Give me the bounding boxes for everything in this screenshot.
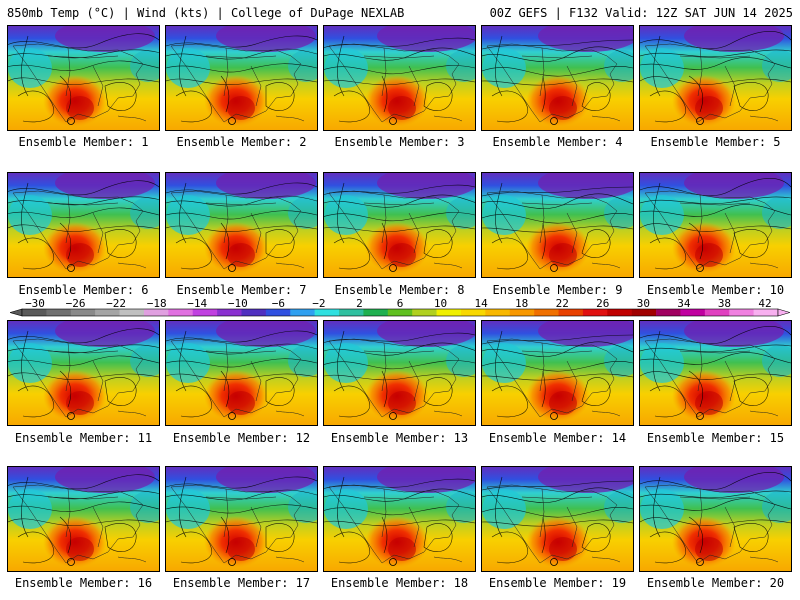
temperature-colorbar: −30 −26 −22 −18 −14 −10 −6 −2 2 6 10 14 18 22 26 30 34 38… xyxy=(10,298,790,317)
colorbar-swatch xyxy=(143,309,169,316)
colorbar-tick-label: −26 xyxy=(66,298,86,310)
colorbar-tick-label: −18 xyxy=(147,298,167,310)
ensemble-member-label: Ensemble Member: 16 xyxy=(14,576,153,590)
ensemble-member-label: Ensemble Member: 14 xyxy=(488,431,627,445)
ensemble-map-16 xyxy=(7,466,160,572)
ensemble-member-label: Ensemble Member: 15 xyxy=(646,431,785,445)
ensemble-map-10 xyxy=(639,172,792,278)
colorbar-swatch xyxy=(631,309,657,316)
colorbar-swatch xyxy=(534,309,559,316)
colorbar-swatch xyxy=(436,309,462,316)
colorbar-swatch xyxy=(22,309,47,316)
ensemble-member-label: Ensemble Member: 6 xyxy=(18,283,149,297)
colorbar-swatch xyxy=(607,309,632,316)
ensemble-member-label: Ensemble Member: 19 xyxy=(488,576,627,590)
ensemble-member-label: Ensemble Member: 18 xyxy=(330,576,469,590)
colorbar-swatch xyxy=(217,309,242,316)
ensemble-member-label: Ensemble Member: 17 xyxy=(172,576,311,590)
colorbar-swatch xyxy=(363,309,389,316)
colorbar-swatch xyxy=(168,309,194,316)
colorbar-swatch xyxy=(704,309,730,316)
ensemble-map-6 xyxy=(7,172,160,278)
ensemble-map-13 xyxy=(323,320,476,426)
ensemble-member-label: Ensemble Member: 2 xyxy=(176,135,307,149)
colorbar-swatch xyxy=(339,309,364,316)
ensemble-map-8 xyxy=(323,172,476,278)
colorbar-swatch xyxy=(290,309,315,316)
header-title: 850mb Temp (°C) | Wind (kts) | College o… xyxy=(7,6,405,20)
colorbar-swatch xyxy=(265,309,291,316)
header-valid-time: 00Z GEFS | F132 Valid: 12Z SAT JUN 14 20… xyxy=(489,6,793,20)
colorbar-swatch xyxy=(558,309,584,316)
colorbar-swatch xyxy=(680,309,706,316)
ensemble-map-5 xyxy=(639,25,792,131)
ensemble-map-19 xyxy=(481,466,634,572)
colorbar-tick-label: 6 xyxy=(397,298,404,310)
colorbar-tick-label: 34 xyxy=(677,298,691,310)
colorbar-swatch xyxy=(192,309,218,316)
colorbar-swatch xyxy=(753,309,779,316)
colorbar-tick-label: 22 xyxy=(556,298,569,310)
ensemble-member-label: Ensemble Member: 7 xyxy=(176,283,307,297)
colorbar-swatch xyxy=(95,309,120,316)
ensemble-map-15 xyxy=(639,320,792,426)
colorbar-swatch xyxy=(729,309,754,316)
colorbar-tick-label: 14 xyxy=(474,298,488,310)
ensemble-map-3 xyxy=(323,25,476,131)
ensemble-map-7 xyxy=(165,172,318,278)
ensemble-map-20 xyxy=(639,466,792,572)
colorbar-tick-label: −6 xyxy=(272,298,285,310)
ensemble-map-4 xyxy=(481,25,634,131)
colorbar-swatch xyxy=(387,309,413,316)
ensemble-member-label: Ensemble Member: 11 xyxy=(14,431,153,445)
colorbar-tick-label: −30 xyxy=(25,298,45,310)
ensemble-map-18 xyxy=(323,466,476,572)
colorbar-tick-label: 38 xyxy=(718,298,731,310)
colorbar-swatch xyxy=(314,309,340,316)
ensemble-map-12 xyxy=(165,320,318,426)
colorbar-swatch xyxy=(485,309,511,316)
colorbar-swatch xyxy=(582,309,608,316)
colorbar-swatch xyxy=(70,309,96,316)
colorbar-swatch xyxy=(46,309,72,316)
colorbar-tick-label: 42 xyxy=(758,298,771,310)
colorbar-swatch xyxy=(656,309,681,316)
ensemble-member-label: Ensemble Member: 3 xyxy=(334,135,465,149)
ensemble-member-label: Ensemble Member: 1 xyxy=(18,135,149,149)
colorbar-tick-label: 30 xyxy=(637,298,650,310)
colorbar-tick-label: 26 xyxy=(596,298,609,310)
ensemble-map-17 xyxy=(165,466,318,572)
ensemble-map-14 xyxy=(481,320,634,426)
colorbar-swatch xyxy=(119,309,145,316)
ensemble-member-label: Ensemble Member: 20 xyxy=(646,576,785,590)
ensemble-member-label: Ensemble Member: 4 xyxy=(492,135,623,149)
ensemble-member-label: Ensemble Member: 13 xyxy=(330,431,469,445)
ensemble-map-2 xyxy=(165,25,318,131)
colorbar-tick-label: −14 xyxy=(187,298,207,310)
colorbar-tick-label: 10 xyxy=(434,298,447,310)
colorbar-swatch xyxy=(412,309,437,316)
colorbar-tick-label: −10 xyxy=(228,298,248,310)
ensemble-member-label: Ensemble Member: 10 xyxy=(646,283,785,297)
colorbar-swatch xyxy=(460,309,486,316)
colorbar-swatch xyxy=(241,309,267,316)
colorbar-right-arrow xyxy=(777,308,790,317)
colorbar-tick-label: −2 xyxy=(312,298,325,310)
colorbar-swatch xyxy=(509,309,535,316)
colorbar-tick-label: −22 xyxy=(106,298,126,310)
colorbar-left-arrow xyxy=(10,308,23,317)
ensemble-member-label: Ensemble Member: 5 xyxy=(650,135,781,149)
ensemble-member-label: Ensemble Member: 8 xyxy=(334,283,465,297)
ensemble-map-1 xyxy=(7,25,160,131)
ensemble-member-label: Ensemble Member: 12 xyxy=(172,431,311,445)
ensemble-map-11 xyxy=(7,320,160,426)
colorbar-tick-label: 18 xyxy=(515,298,528,310)
colorbar-tick-label: 2 xyxy=(356,298,363,310)
ensemble-member-label: Ensemble Member: 9 xyxy=(492,283,623,297)
ensemble-map-9 xyxy=(481,172,634,278)
